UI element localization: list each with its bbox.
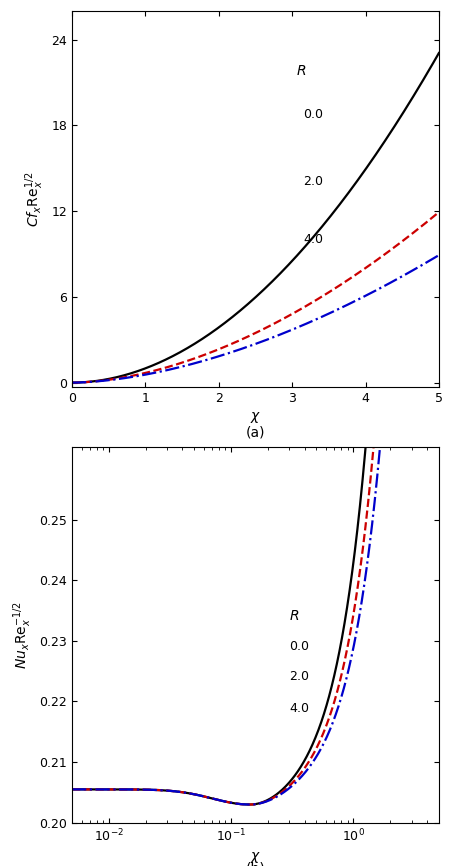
Text: $2.0$: $2.0$ bbox=[303, 176, 324, 189]
X-axis label: $\chi$: $\chi$ bbox=[250, 410, 261, 425]
Text: $R$: $R$ bbox=[289, 609, 300, 623]
Text: $4.0$: $4.0$ bbox=[289, 702, 311, 715]
Text: (a): (a) bbox=[246, 426, 265, 440]
Text: $2.0$: $2.0$ bbox=[289, 670, 311, 683]
Y-axis label: $Cf_x\mathrm{Re}_x^{1/2}$: $Cf_x\mathrm{Re}_x^{1/2}$ bbox=[23, 171, 46, 227]
X-axis label: $\chi$: $\chi$ bbox=[250, 850, 261, 865]
Text: (b): (b) bbox=[246, 862, 265, 866]
Text: $0.0$: $0.0$ bbox=[289, 640, 311, 653]
Text: $0.0$: $0.0$ bbox=[303, 108, 324, 121]
Text: $R$: $R$ bbox=[296, 64, 306, 79]
Text: $4.0$: $4.0$ bbox=[303, 233, 324, 246]
Y-axis label: $Nu_x\mathrm{Re}_x^{-1/2}$: $Nu_x\mathrm{Re}_x^{-1/2}$ bbox=[11, 601, 34, 669]
